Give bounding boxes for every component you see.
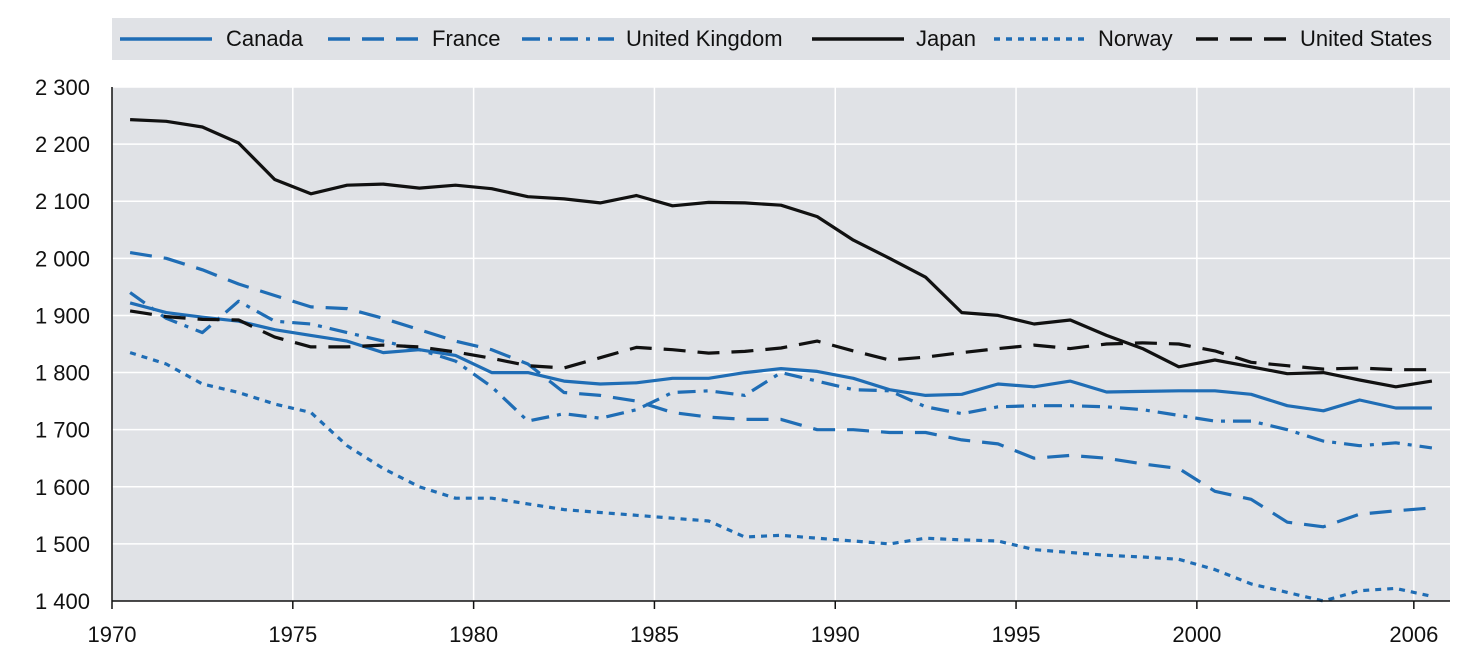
y-tick-label: 1 900 [35,303,90,328]
x-tick-label: 1990 [811,622,860,647]
grid-lines [112,86,1450,601]
y-tick-label: 2 200 [35,132,90,157]
series-line-japan [130,118,1433,389]
legend-label-japan: Japan [916,26,976,51]
x-tick-label: 1985 [630,622,679,647]
x-axis-tick-labels: 1970 1975 1980 1985 1990 1995 2000 2006 [88,622,1439,647]
x-tick-label: 2000 [1172,622,1221,647]
series-line-canada [129,301,1432,413]
y-tick-label: 1 600 [35,475,90,500]
x-tick-label: 1995 [992,622,1041,647]
axes [111,87,1450,609]
legend-label-norway: Norway [1098,26,1173,51]
plot-area [112,87,1450,601]
series-line-united-states [129,309,1432,372]
y-axis-tick-labels: 1 400 1 500 1 600 1 700 1 800 1 900 2 000 2 100… [35,75,90,614]
legend-label-united-states: United States [1300,26,1432,51]
y-tick-label: 2 300 [35,75,90,100]
legend: Canada France United Kingdom Japan Norway Uni… [120,26,1432,51]
series-line-france [129,251,1433,529]
y-tick-label: 1 400 [35,589,90,614]
y-tick-label: 2 000 [35,246,90,271]
series-line-united-kingdom [129,291,1433,450]
series-layer [129,118,1433,603]
legend-label-canada: Canada [226,26,304,51]
y-tick-label: 1 700 [35,418,90,443]
series-line-norway [129,351,1433,603]
x-tick-label: 2006 [1389,622,1438,647]
x-tick-label: 1980 [449,622,498,647]
y-tick-label: 1 800 [35,361,90,386]
y-tick-label: 2 100 [35,189,90,214]
x-tick-label: 1975 [268,622,317,647]
x-tick-label: 1970 [88,622,137,647]
y-tick-label: 1 500 [35,532,90,557]
legend-label-united-kingdom: United Kingdom [626,26,783,51]
legend-label-france: France [432,26,500,51]
